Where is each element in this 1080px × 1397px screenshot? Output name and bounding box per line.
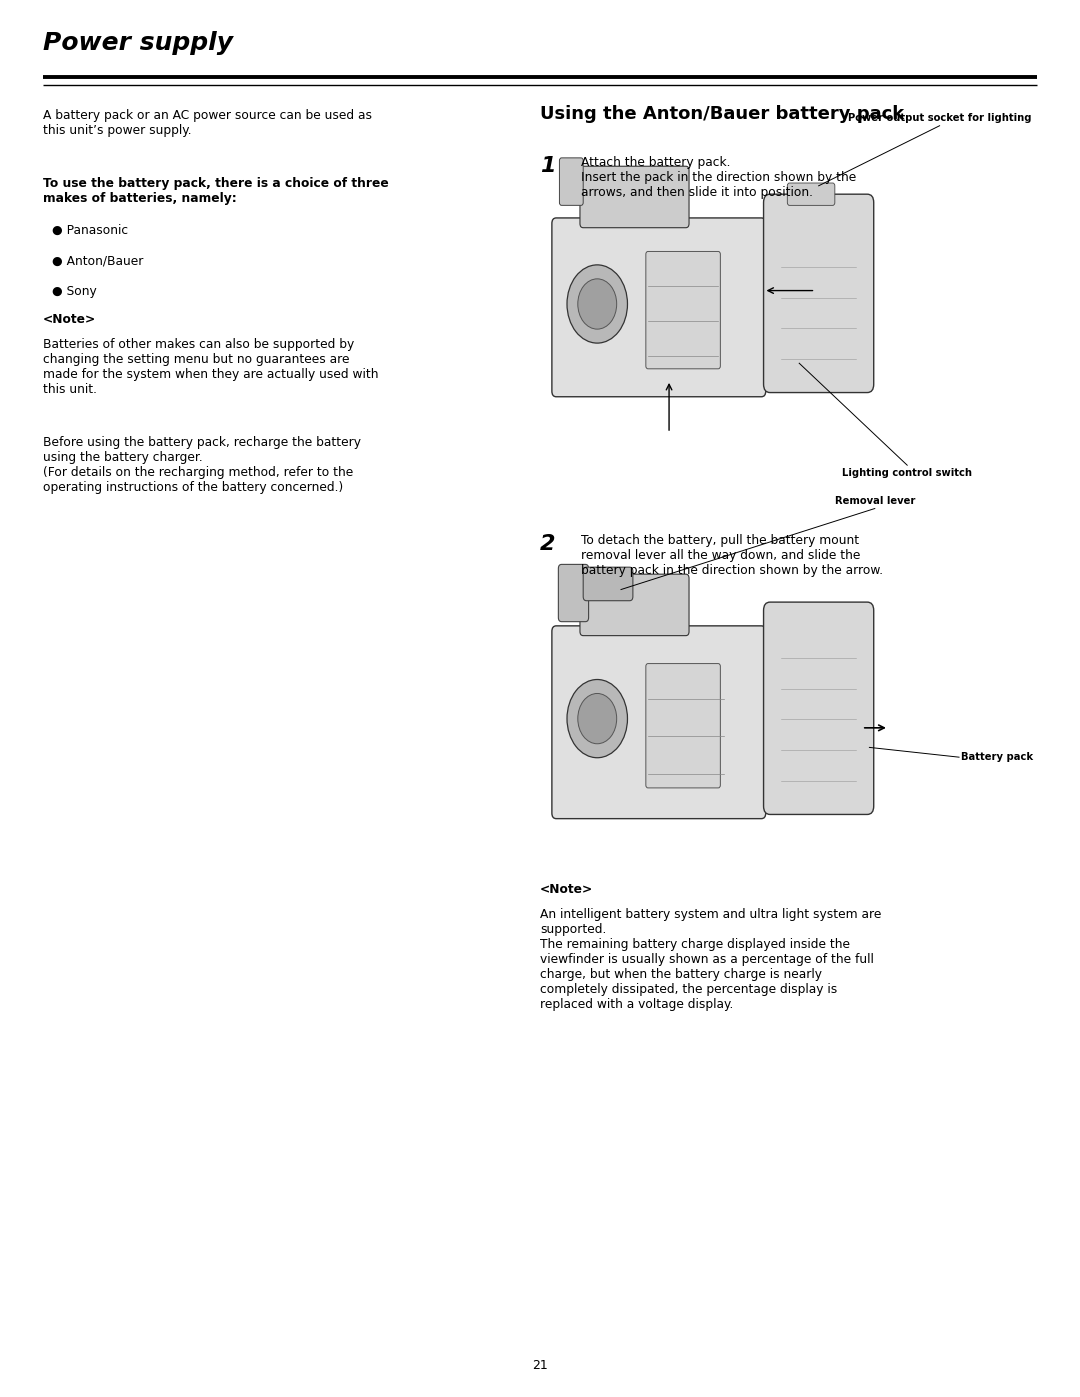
Circle shape: [578, 693, 617, 743]
Text: Lighting control switch: Lighting control switch: [842, 468, 972, 478]
FancyBboxPatch shape: [646, 664, 720, 788]
FancyBboxPatch shape: [558, 564, 589, 622]
FancyBboxPatch shape: [559, 158, 583, 205]
Text: ● Anton/Bauer: ● Anton/Bauer: [52, 254, 144, 267]
FancyBboxPatch shape: [787, 183, 835, 205]
Circle shape: [567, 679, 627, 757]
Text: 2: 2: [540, 534, 555, 553]
FancyBboxPatch shape: [764, 194, 874, 393]
Text: Batteries of other makes can also be supported by
changing the setting menu but : Batteries of other makes can also be sup…: [43, 338, 379, 397]
Text: 1: 1: [540, 156, 555, 176]
Text: Battery pack: Battery pack: [961, 752, 1034, 763]
Text: Before using the battery pack, recharge the battery
using the battery charger.
(: Before using the battery pack, recharge …: [43, 436, 361, 495]
FancyBboxPatch shape: [583, 567, 633, 601]
Text: ● Sony: ● Sony: [52, 285, 96, 298]
Text: ● Panasonic: ● Panasonic: [52, 224, 127, 236]
FancyBboxPatch shape: [580, 574, 689, 636]
Text: A battery pack or an AC power source can be used as
this unit’s power supply.: A battery pack or an AC power source can…: [43, 109, 373, 137]
FancyBboxPatch shape: [552, 626, 766, 819]
Text: Using the Anton/Bauer battery pack: Using the Anton/Bauer battery pack: [540, 105, 904, 123]
Circle shape: [567, 265, 627, 344]
Text: To use the battery pack, there is a choice of three
makes of batteries, namely:: To use the battery pack, there is a choi…: [43, 177, 389, 205]
Text: Attach the battery pack.
Insert the pack in the direction shown by the
arrows, a: Attach the battery pack. Insert the pack…: [581, 156, 856, 200]
Text: Power supply: Power supply: [43, 31, 233, 54]
FancyBboxPatch shape: [552, 218, 766, 397]
Text: <Note>: <Note>: [43, 313, 96, 326]
FancyBboxPatch shape: [580, 166, 689, 228]
Text: An intelligent battery system and ultra light system are
supported.
The remainin: An intelligent battery system and ultra …: [540, 908, 881, 1011]
Text: Removal lever: Removal lever: [835, 496, 915, 506]
FancyBboxPatch shape: [646, 251, 720, 369]
Text: <Note>: <Note>: [540, 883, 593, 895]
Circle shape: [578, 279, 617, 330]
Text: To detach the battery, pull the battery mount
removal lever all the way down, an: To detach the battery, pull the battery …: [581, 534, 883, 577]
FancyBboxPatch shape: [764, 602, 874, 814]
Text: 21: 21: [532, 1359, 548, 1372]
Text: Power output socket for lighting: Power output socket for lighting: [848, 113, 1031, 123]
